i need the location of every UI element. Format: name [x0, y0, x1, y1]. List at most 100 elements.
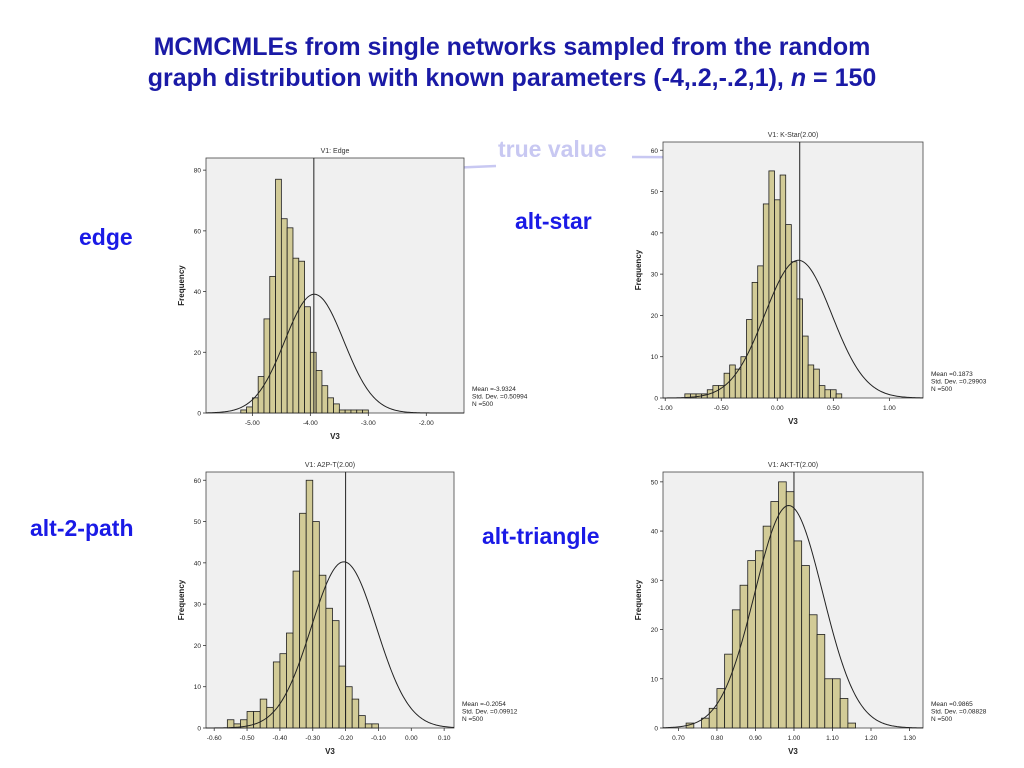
histogram-bar — [816, 634, 826, 729]
stats-line: Mean =-0.2054 — [462, 701, 506, 708]
y-axis-label: Frequency — [634, 579, 643, 620]
stats-line: Std. Dev. =0.09912 — [462, 709, 518, 716]
x-tick-label: -2.00 — [419, 420, 434, 427]
y-tick-label: 60 — [194, 228, 202, 235]
y-axis-label: Frequency — [634, 249, 643, 290]
histogram-bar — [358, 715, 366, 729]
slide-title-line2: graph distribution with known parameters… — [0, 63, 1024, 94]
label-alt-triangle: alt-triangle — [482, 523, 600, 549]
normal-curve — [662, 505, 924, 729]
slide-title-line1: MCMCMLEs from single networks sampled fr… — [153, 33, 871, 61]
x-tick-label: 0.50 — [827, 405, 840, 412]
label-alt-star: alt-star — [515, 208, 592, 234]
x-tick-label: 0.80 — [711, 735, 724, 742]
y-tick-label: 50 — [651, 479, 659, 486]
stats-line: N =500 — [462, 716, 484, 723]
stats-line: Std. Dev. =0.50994 — [472, 394, 528, 401]
slide-title-line2-end: = 150 — [806, 64, 877, 92]
y-tick-label: 80 — [194, 168, 202, 175]
y-axis-label: Frequency — [177, 579, 186, 620]
plot-area — [205, 157, 465, 414]
stats-line: Mean =0.9865 — [931, 701, 973, 708]
histogram-bar — [770, 501, 779, 729]
x-tick-label: 1.10 — [826, 735, 839, 742]
histogram-bar — [371, 723, 379, 729]
y-axis-label: Frequency — [177, 265, 186, 306]
histogram-bar — [847, 722, 856, 729]
stats-line: Std. Dev. =0.29903 — [931, 379, 987, 386]
x-tick-label: -0.60 — [207, 735, 222, 742]
histogram-bar — [724, 653, 733, 729]
x-tick-label: 0.00 — [771, 405, 784, 412]
y-tick-label: 40 — [651, 529, 659, 536]
stats-line: Std. Dev. =0.08828 — [931, 709, 987, 716]
histogram-bar — [701, 717, 710, 729]
x-tick-label: 0.70 — [672, 735, 685, 742]
slide-title-line2-text: graph distribution with known parameters… — [147, 64, 791, 92]
histogram-bar — [813, 368, 820, 399]
histogram-bar — [785, 491, 795, 729]
x-tick-label: -4.00 — [303, 420, 318, 427]
y-tick-label: 20 — [194, 350, 202, 357]
y-tick-label: 10 — [651, 676, 659, 683]
histogram-bar — [778, 481, 787, 729]
histogram-bar — [362, 409, 369, 414]
histogram-bar — [755, 550, 764, 729]
label-edge: edge — [79, 224, 133, 250]
stats-line: Mean =-3.9324 — [472, 386, 516, 393]
y-tick-label: 50 — [194, 519, 202, 526]
y-tick-label: 60 — [651, 148, 659, 155]
label-alt-2-path: alt-2-path — [30, 515, 134, 541]
y-tick-label: 0 — [654, 726, 658, 733]
chart-title: V1: AKT-T(2.00) — [768, 462, 818, 469]
histogram-bar — [747, 560, 756, 729]
x-tick-label: -0.20 — [338, 735, 353, 742]
y-tick-label: 0 — [654, 396, 658, 403]
y-tick-label: 20 — [194, 643, 202, 650]
normal-curve — [205, 293, 464, 414]
x-axis-label: V3 — [788, 747, 798, 756]
histogram-bar — [832, 678, 841, 729]
x-tick-label: 1.20 — [865, 735, 878, 742]
x-tick-label: -5.00 — [245, 420, 260, 427]
histogram-bar — [835, 393, 843, 399]
y-tick-label: 30 — [651, 578, 659, 585]
x-tick-label: -1.00 — [658, 405, 673, 412]
histogram-bar — [333, 403, 340, 414]
x-tick-label: -0.40 — [272, 735, 287, 742]
x-tick-label: -0.30 — [305, 735, 320, 742]
chart-title: V1: K-Star(2.00) — [768, 132, 819, 139]
y-tick-label: 30 — [194, 602, 202, 609]
x-tick-label: -0.50 — [240, 735, 255, 742]
slide-title: MCMCMLEs from single networks sampled fr… — [0, 32, 1024, 94]
y-tick-label: 10 — [194, 684, 202, 691]
x-tick-label: 1.00 — [788, 735, 801, 742]
histogram-bar — [739, 584, 749, 729]
chart-title: V1: Edge — [321, 148, 350, 155]
x-tick-label: 0.10 — [438, 735, 451, 742]
y-tick-label: 20 — [651, 313, 659, 320]
y-tick-label: 0 — [197, 726, 201, 733]
histogram-bar — [808, 614, 818, 729]
y-tick-label: 60 — [194, 478, 202, 485]
x-tick-label: -0.10 — [371, 735, 386, 742]
x-axis-label: V3 — [330, 432, 340, 441]
histogram-bar — [839, 698, 849, 729]
y-tick-label: 0 — [197, 411, 201, 418]
y-tick-label: 20 — [651, 627, 659, 634]
stats-line: Mean =0.1873 — [931, 371, 973, 378]
histogram-bar — [824, 678, 833, 729]
true-value-label: true value — [498, 136, 607, 162]
chart-title: V1: A2P-T(2.00) — [305, 462, 355, 469]
x-tick-label: 1.30 — [903, 735, 916, 742]
x-tick-label: -0.50 — [714, 405, 729, 412]
histogram-bar — [716, 688, 726, 729]
stats-line: N =500 — [931, 716, 953, 723]
x-tick-label: -3.00 — [361, 420, 376, 427]
x-tick-label: 0.90 — [749, 735, 762, 742]
normal-curve — [662, 259, 924, 399]
stats-line: N =500 — [472, 401, 494, 408]
